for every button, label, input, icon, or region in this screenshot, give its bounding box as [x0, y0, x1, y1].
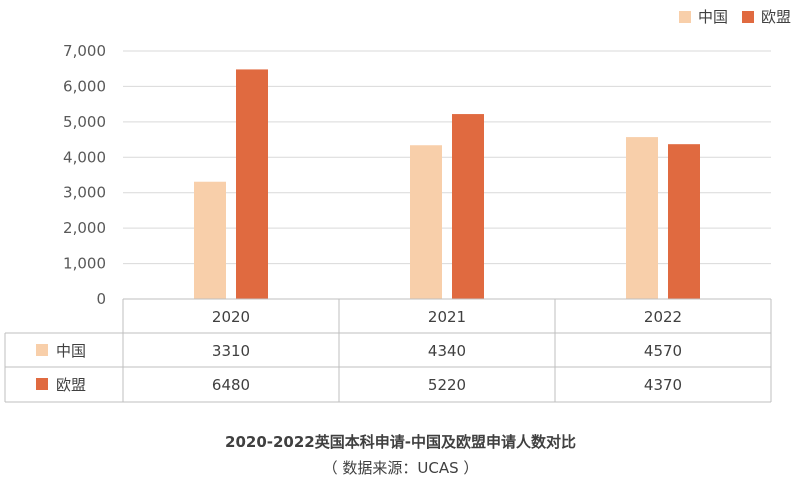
bar-china: [626, 137, 658, 299]
legend-label-eu: 欧盟: [760, 8, 791, 26]
legend-item-eu: 欧盟: [741, 6, 791, 27]
data-label: 4370: [644, 376, 682, 394]
y-tick-label: 4,000: [63, 148, 106, 166]
y-tick-label: 3,000: [63, 184, 106, 202]
y-tick-label: 1,000: [63, 255, 106, 273]
y-tick-label: 5,000: [63, 113, 106, 131]
x-tick-label: 2022: [644, 308, 682, 326]
y-tick-label: 7,000: [63, 42, 106, 60]
table-swatch-eu: [36, 378, 48, 390]
bar-china: [410, 145, 442, 299]
legend-label-china: 中国: [697, 8, 728, 26]
y-tick-label: 2,000: [63, 219, 106, 237]
x-tick-label: 2020: [212, 308, 250, 326]
legend-swatch-china: [678, 10, 691, 23]
y-tick-label: 6,000: [63, 77, 106, 95]
y-tick-label: 0: [96, 290, 106, 308]
bar-eu: [668, 144, 700, 299]
bar-eu: [236, 69, 268, 300]
table-swatch-china: [36, 344, 48, 356]
chart-source: （ 数据来源：UCAS ）: [322, 459, 479, 477]
x-tick-label: 2021: [428, 308, 466, 326]
bar-eu: [452, 114, 484, 299]
legend-swatch-eu: [741, 10, 754, 23]
data-label: 3310: [212, 342, 250, 360]
data-label: 4570: [644, 342, 682, 360]
data-label: 4340: [428, 342, 466, 360]
chart-title: 2020-2022英国本科申请-中国及欧盟申请人数对比: [225, 433, 576, 451]
bar-china: [194, 181, 226, 299]
table-row-label: 欧盟: [56, 376, 86, 394]
legend-item-china: 中国: [678, 6, 728, 27]
bar-chart: 0 1,000 2,000 3,000 4,000 5,000 6,000 7,000 2020…: [4, 42, 772, 403]
data-label: 6480: [212, 376, 250, 394]
data-label: 5220: [428, 376, 466, 394]
table-row-label: 中国: [56, 342, 86, 360]
chart-legend: 中国 欧盟: [665, 6, 791, 27]
